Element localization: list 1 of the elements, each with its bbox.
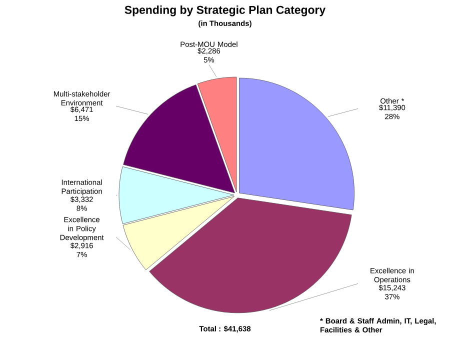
chart-title: Spending by Strategic Plan Category <box>124 6 326 16</box>
